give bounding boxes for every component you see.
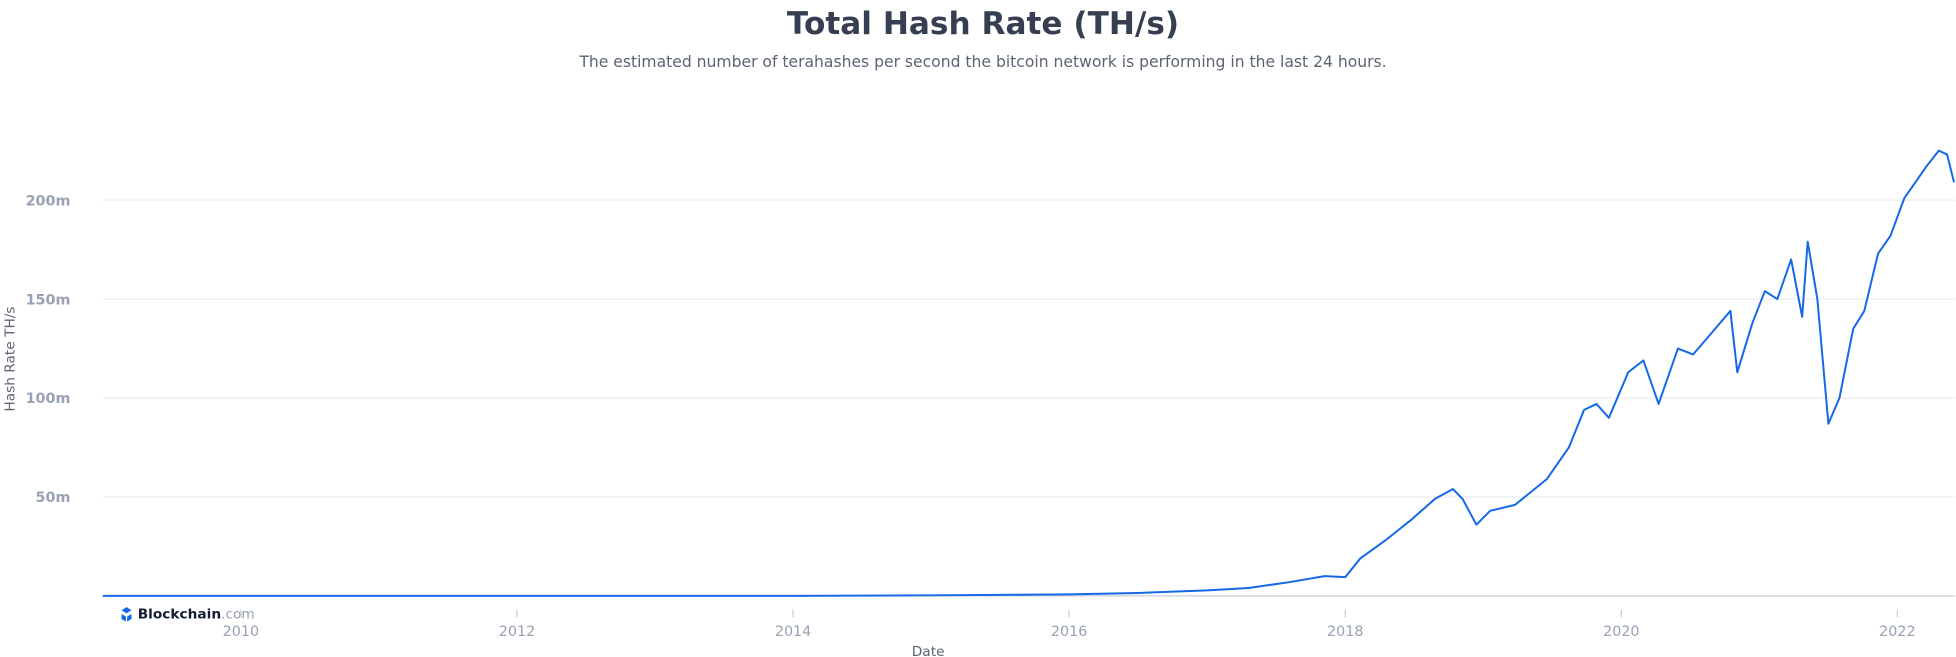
y-axis-label: Hash Rate TH/s [3, 306, 19, 411]
watermark: Blockchain.com [121, 607, 255, 623]
x-tick-label: 2010 [223, 624, 259, 640]
y-tick-label: 100m [26, 391, 71, 407]
x-tick-label: 2016 [1051, 624, 1087, 640]
y-tick-label: 50m [36, 490, 71, 506]
chart-title: Total Hash Rate (TH/s) [787, 6, 1179, 42]
watermark-logo [121, 607, 132, 622]
watermark-brand: Blockchain [138, 607, 221, 623]
y-tick-label: 200m [26, 193, 71, 209]
x-tick-label: 2012 [499, 624, 535, 640]
x-tick-label: 2022 [1879, 624, 1915, 640]
x-tick-label: 2020 [1603, 624, 1639, 640]
chart-subtitle: The estimated number of terahashes per s… [578, 53, 1386, 71]
x-tick-label: 2014 [775, 624, 811, 640]
grid [102, 199, 1956, 498]
data-line [102, 149, 1955, 597]
y-tick-label: 150m [26, 292, 71, 308]
watermark-domain: .com [221, 607, 255, 623]
watermark-text: Blockchain.com [138, 607, 255, 623]
x-tick-label: 2018 [1327, 624, 1363, 640]
x-axis-label: Date [912, 644, 945, 657]
